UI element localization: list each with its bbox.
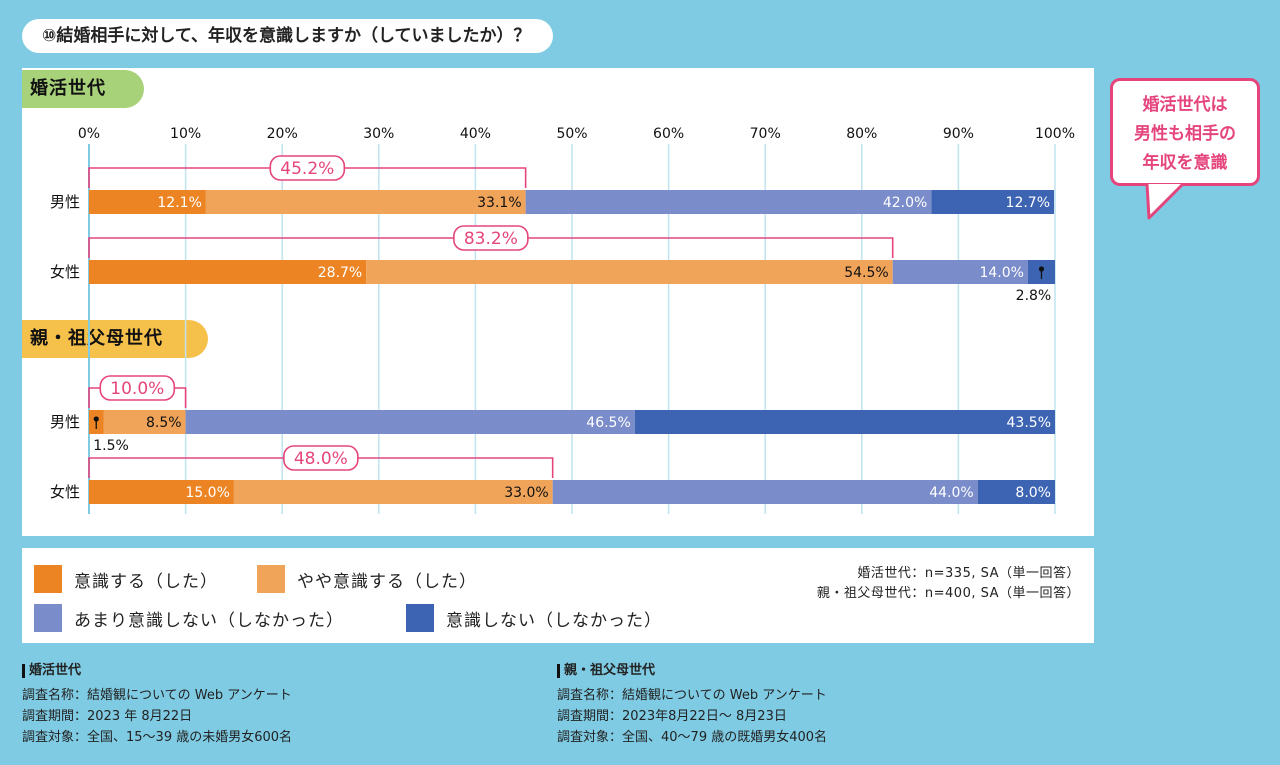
data-label: 43.5% bbox=[1007, 415, 1051, 431]
legend-item-2: やや意識する（した） bbox=[257, 565, 477, 593]
source-konkatsu: 婚活世代 調査名称：結婚観についての Web アンケート 調査期間：2023 年… bbox=[22, 664, 292, 748]
data-label: 44.0% bbox=[929, 485, 973, 501]
callout-line-1: 婚活世代は bbox=[1142, 95, 1228, 115]
bar-segment bbox=[366, 260, 893, 284]
legend-swatch-1 bbox=[34, 565, 62, 593]
data-label: 8.0% bbox=[1015, 485, 1051, 501]
data-label: 14.0% bbox=[979, 265, 1023, 281]
group-tab-konkatsu: 婚活世代 bbox=[22, 70, 144, 108]
x-tick-label: 50% bbox=[556, 126, 587, 142]
legend-swatch-3 bbox=[34, 604, 62, 632]
row-label: 女性 bbox=[50, 483, 80, 501]
legend-label-1: 意識する（した） bbox=[74, 571, 218, 592]
source-line: 調査対象：全国、40～79 歳の既婚男女400名 bbox=[557, 730, 828, 745]
x-tick-label: 90% bbox=[943, 126, 974, 142]
bar-segment bbox=[103, 410, 186, 434]
x-tick-label: 60% bbox=[653, 126, 684, 142]
callout-box: 婚活世代は 男性も相手の 年収を意識 bbox=[1110, 78, 1260, 220]
callout-line-2: 男性も相手の bbox=[1134, 124, 1236, 144]
bar-segment bbox=[931, 190, 1055, 214]
legend-label-4: 意識しない（しなかった） bbox=[446, 610, 662, 631]
x-tick-label: 100% bbox=[1035, 126, 1075, 142]
data-label: 28.7% bbox=[318, 265, 362, 281]
source-heading: 親・祖父母世代 bbox=[557, 664, 827, 678]
bar-segment bbox=[233, 480, 553, 504]
legend-label-3: あまり意識しない（しなかった） bbox=[74, 610, 344, 631]
bar-segment bbox=[892, 260, 1028, 284]
legend-item-3: あまり意識しない（しなかった） bbox=[34, 604, 344, 632]
legend-item-1: 意識する（した） bbox=[34, 565, 218, 593]
row-label: 男性 bbox=[50, 413, 80, 431]
source-line: 調査期間：2023 年 8月22日 bbox=[22, 709, 193, 724]
source-line: 調査名称：結婚観についての Web アンケート bbox=[557, 688, 827, 703]
legend-panel: 意識する（した） やや意識する（した） あまり意識しない（しなかった） 意識しな… bbox=[22, 548, 1094, 643]
x-tick-label: 20% bbox=[267, 126, 298, 142]
x-tick-label: 10% bbox=[170, 126, 201, 142]
bar-segment bbox=[89, 260, 367, 284]
sum-badge bbox=[269, 155, 346, 181]
question-title: ⑩結婚相手に対して、年収を意識しますか（していましたか）？ bbox=[22, 19, 553, 53]
bar-segment bbox=[205, 190, 526, 214]
bar-segment bbox=[89, 480, 234, 504]
bar-segment bbox=[185, 410, 635, 434]
data-label: 15.0% bbox=[185, 485, 229, 501]
data-label: 42.0% bbox=[883, 195, 927, 211]
x-tick-label: 70% bbox=[750, 126, 781, 142]
sum-label: 45.2% bbox=[280, 159, 334, 179]
data-label: 33.1% bbox=[477, 195, 521, 211]
source-heading: 婚活世代 bbox=[22, 664, 292, 678]
data-label: 12.1% bbox=[157, 195, 201, 211]
bar-segment bbox=[634, 410, 1055, 434]
data-label: 1.5% bbox=[93, 438, 129, 454]
data-label: 2.8% bbox=[1016, 288, 1052, 304]
legend-item-4: 意識しない（しなかった） bbox=[406, 604, 662, 632]
legend-swatch-4 bbox=[406, 604, 434, 632]
sum-badge bbox=[283, 445, 359, 471]
sum-label: 48.0% bbox=[294, 449, 348, 469]
sum-badge bbox=[99, 375, 176, 401]
data-label: 54.5% bbox=[844, 265, 888, 281]
bar-segment bbox=[552, 480, 978, 504]
bar-segment bbox=[89, 190, 206, 214]
sum-badge bbox=[453, 225, 529, 251]
row-label: 男性 bbox=[50, 193, 80, 211]
source-line: 調査対象：全国、15～39 歳の未婚男女600名 bbox=[22, 730, 293, 745]
x-tick-label: 0% bbox=[78, 126, 100, 142]
source-line: 調査名称：結婚観についての Web アンケート bbox=[22, 688, 292, 703]
data-label: 12.7% bbox=[1006, 195, 1050, 211]
x-tick-label: 80% bbox=[846, 126, 877, 142]
source-parents: 親・祖父母世代 調査名称：結婚観についての Web アンケート 調査期間：202… bbox=[557, 664, 827, 748]
sum-label: 83.2% bbox=[464, 229, 518, 249]
sample-note: 婚活世代：n=335, SA（単一回答） 親・祖父母世代：n=400, SA（単… bbox=[817, 564, 1080, 604]
bar-segment bbox=[525, 190, 932, 214]
row-label: 女性 bbox=[50, 263, 80, 281]
legend-label-2: やや意識する（した） bbox=[297, 571, 477, 592]
data-label: 46.5% bbox=[586, 415, 630, 431]
callout-line-3: 年収を意識 bbox=[1142, 153, 1228, 173]
x-tick-label: 30% bbox=[363, 126, 394, 142]
source-line: 調査期間：2023年8月22日～ 8月23日 bbox=[557, 709, 787, 724]
x-tick-label: 40% bbox=[460, 126, 491, 142]
data-label: 8.5% bbox=[146, 415, 182, 431]
callout-tail bbox=[1145, 184, 1185, 220]
group-tab-parents: 親・祖父母世代 bbox=[22, 320, 208, 358]
bar-segment bbox=[977, 480, 1055, 504]
legend-swatch-2 bbox=[257, 565, 285, 593]
sum-label: 10.0% bbox=[110, 379, 164, 399]
sample-note-parents: 親・祖父母世代：n=400, SA（単一回答） bbox=[816, 586, 1080, 601]
data-label: 33.0% bbox=[504, 485, 548, 501]
sample-note-konkatsu: 婚活世代：n=335, SA（単一回答） bbox=[857, 566, 1080, 581]
